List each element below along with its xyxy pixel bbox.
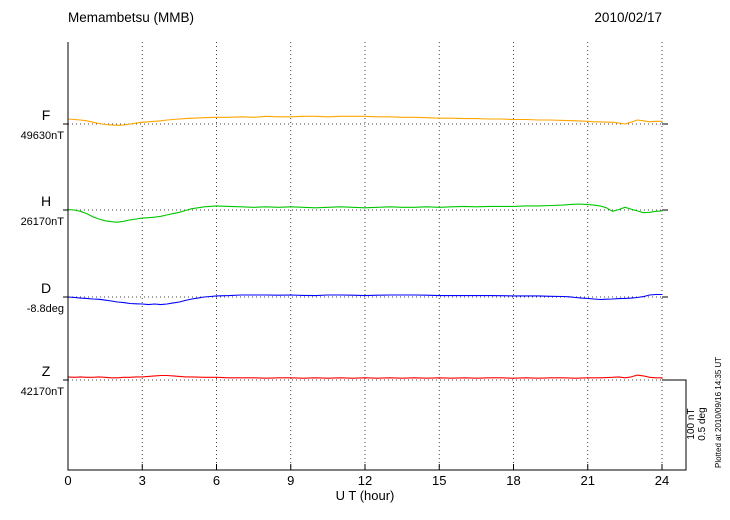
series-base-value-H: 26170nT <box>21 216 65 228</box>
plot-date: 2010/02/17 <box>594 10 662 25</box>
series-base-value-D: -8.8deg <box>27 303 64 315</box>
traces <box>67 115 663 379</box>
x-tick-label-18: 18 <box>506 473 520 488</box>
scale-bar-label-nt: 100 nT <box>686 408 697 439</box>
plotted-at-note: Plotted at 2010/09/16 14:35 UT <box>714 357 723 468</box>
x-tick-label-12: 12 <box>358 473 372 488</box>
x-tick-label-0: 0 <box>64 473 71 488</box>
x-tick-label-24: 24 <box>655 473 669 488</box>
station-title: Memambetsu (MMB) <box>68 10 194 25</box>
trace-H <box>67 203 663 223</box>
x-tick-label-21: 21 <box>581 473 595 488</box>
x-axis-title: U T (hour) <box>336 488 395 503</box>
x-tick-label-3: 3 <box>139 473 146 488</box>
scale-bar-label-deg: 0.5 deg <box>697 407 708 440</box>
series-label-H: H <box>41 193 51 209</box>
series-label-Z: Z <box>42 363 51 379</box>
series-label-D: D <box>41 280 51 296</box>
axes-frame <box>67 42 662 471</box>
series-base-value-F: 49630nT <box>21 130 65 142</box>
trace-Z <box>67 374 663 379</box>
scale-bracket <box>662 379 687 471</box>
x-tick-labels: 0 3 6 9 12 15 18 21 24 <box>64 473 669 488</box>
gridlines <box>63 42 668 470</box>
series-labels: F 49630nT H 26170nT D -8.8deg Z 42170nT <box>21 107 65 398</box>
trace-D <box>67 293 663 306</box>
x-tick-label-6: 6 <box>213 473 220 488</box>
series-label-F: F <box>42 107 51 123</box>
x-tick-label-15: 15 <box>432 473 446 488</box>
x-tick-label-9: 9 <box>287 473 294 488</box>
trace-F <box>67 115 663 126</box>
series-base-value-Z: 42170nT <box>21 386 65 398</box>
